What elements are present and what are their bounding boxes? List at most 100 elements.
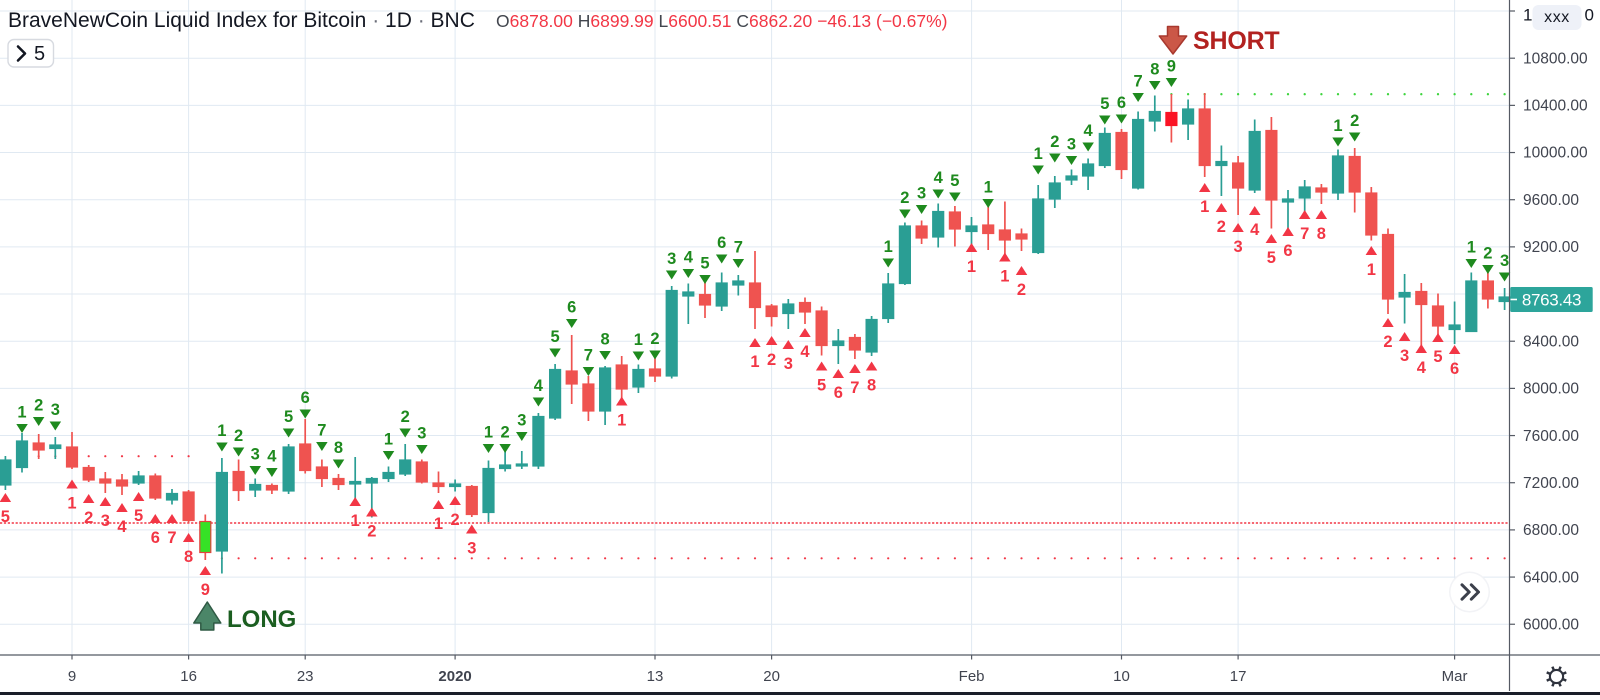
- svg-text:8: 8: [1150, 61, 1159, 79]
- svg-text:1: 1: [750, 353, 759, 371]
- svg-text:3: 3: [667, 250, 676, 268]
- svg-text:4: 4: [934, 169, 944, 187]
- svg-text:2: 2: [900, 189, 909, 207]
- svg-text:1: 1: [1367, 261, 1376, 279]
- svg-text:5: 5: [700, 255, 709, 273]
- svg-text:4: 4: [267, 448, 277, 466]
- svg-text:10400.00: 10400.00: [1523, 98, 1588, 115]
- svg-text:4: 4: [1417, 359, 1427, 377]
- svg-text:3: 3: [517, 412, 526, 430]
- svg-text:4: 4: [684, 249, 694, 267]
- svg-text:8400.00: 8400.00: [1523, 333, 1579, 350]
- svg-text:xxx: xxx: [1544, 9, 1570, 26]
- svg-text:10800.00: 10800.00: [1523, 50, 1588, 67]
- svg-text:BraveNewCoin Liquid Index for: BraveNewCoin Liquid Index for Bitcoin · …: [8, 9, 475, 32]
- svg-text:LONG: LONG: [227, 606, 296, 633]
- svg-text:3: 3: [101, 512, 110, 530]
- svg-text:2: 2: [1383, 333, 1392, 351]
- svg-text:1: 1: [217, 422, 226, 440]
- svg-text:0: 0: [1585, 6, 1594, 25]
- svg-text:1: 1: [1200, 198, 1209, 216]
- svg-text:3: 3: [51, 401, 60, 419]
- svg-text:8763.43: 8763.43: [1522, 291, 1581, 310]
- svg-text:2: 2: [1217, 218, 1226, 236]
- svg-text:8: 8: [601, 331, 610, 349]
- svg-text:SHORT: SHORT: [1193, 27, 1280, 55]
- svg-text:1: 1: [1523, 6, 1532, 25]
- svg-text:7: 7: [1134, 73, 1143, 91]
- svg-text:1: 1: [67, 495, 76, 513]
- svg-text:5: 5: [134, 507, 143, 525]
- svg-text:3: 3: [1500, 252, 1509, 270]
- svg-text:6: 6: [1450, 360, 1459, 378]
- svg-text:2: 2: [234, 427, 243, 445]
- svg-text:9: 9: [1167, 58, 1176, 76]
- svg-text:O6878.00 H6899.99 L6600.51 C68: O6878.00 H6899.99 L6600.51 C6862.20 −46.…: [496, 11, 948, 31]
- svg-text:2020: 2020: [438, 668, 471, 685]
- svg-text:1: 1: [617, 412, 626, 430]
- svg-text:4: 4: [1250, 221, 1260, 239]
- svg-text:1: 1: [884, 238, 893, 256]
- svg-text:3: 3: [251, 446, 260, 464]
- svg-text:10: 10: [1113, 668, 1130, 685]
- svg-text:7600.00: 7600.00: [1523, 428, 1579, 445]
- svg-text:4: 4: [1084, 122, 1094, 140]
- svg-text:7200.00: 7200.00: [1523, 475, 1579, 492]
- svg-text:5: 5: [1433, 348, 1442, 366]
- svg-text:8: 8: [334, 439, 343, 457]
- svg-text:1: 1: [984, 179, 993, 197]
- svg-text:1: 1: [1000, 268, 1009, 286]
- svg-text:5: 5: [817, 377, 826, 395]
- svg-text:7: 7: [584, 347, 593, 365]
- svg-text:23: 23: [297, 668, 314, 685]
- svg-text:3: 3: [417, 425, 426, 443]
- svg-text:8: 8: [184, 548, 193, 566]
- svg-text:5: 5: [34, 43, 45, 65]
- svg-text:9200.00: 9200.00: [1523, 239, 1579, 256]
- svg-text:13: 13: [647, 668, 664, 685]
- svg-text:1: 1: [967, 258, 976, 276]
- svg-text:7: 7: [317, 422, 326, 440]
- svg-text:3: 3: [1400, 347, 1409, 365]
- svg-text:8: 8: [867, 377, 876, 395]
- svg-text:4: 4: [800, 343, 810, 361]
- svg-text:2: 2: [1350, 112, 1359, 130]
- svg-text:17: 17: [1230, 668, 1247, 685]
- svg-text:9: 9: [68, 668, 76, 685]
- svg-text:2: 2: [451, 511, 460, 529]
- svg-text:2: 2: [1050, 133, 1059, 151]
- svg-text:5: 5: [1, 508, 10, 526]
- svg-text:2: 2: [1017, 281, 1026, 299]
- svg-text:1: 1: [1034, 145, 1043, 163]
- svg-text:9: 9: [201, 581, 210, 599]
- svg-text:2: 2: [367, 523, 376, 541]
- svg-text:Mar: Mar: [1442, 668, 1468, 685]
- svg-text:6: 6: [834, 384, 843, 402]
- svg-text:2: 2: [1483, 245, 1492, 263]
- svg-text:6800.00: 6800.00: [1523, 522, 1579, 539]
- svg-text:7: 7: [167, 529, 176, 547]
- svg-text:5: 5: [1100, 95, 1109, 113]
- svg-text:6000.00: 6000.00: [1523, 616, 1579, 633]
- svg-text:3: 3: [1234, 238, 1243, 256]
- svg-text:6: 6: [1117, 94, 1126, 112]
- svg-text:4: 4: [534, 377, 544, 395]
- svg-text:1: 1: [351, 512, 360, 530]
- svg-text:1: 1: [434, 515, 443, 533]
- svg-text:4: 4: [117, 518, 127, 536]
- svg-text:5: 5: [950, 172, 959, 190]
- svg-text:2: 2: [84, 509, 93, 527]
- svg-text:3: 3: [467, 540, 476, 558]
- svg-text:2: 2: [34, 397, 43, 415]
- svg-text:Feb: Feb: [959, 668, 985, 685]
- svg-text:5: 5: [284, 408, 293, 426]
- svg-text:6: 6: [567, 299, 576, 317]
- svg-text:3: 3: [1067, 136, 1076, 154]
- svg-text:5: 5: [551, 328, 560, 346]
- svg-text:16: 16: [180, 668, 197, 685]
- svg-text:6: 6: [301, 389, 310, 407]
- svg-text:6400.00: 6400.00: [1523, 569, 1579, 586]
- svg-text:2: 2: [401, 408, 410, 426]
- svg-text:1: 1: [484, 424, 493, 442]
- svg-text:20: 20: [763, 668, 780, 685]
